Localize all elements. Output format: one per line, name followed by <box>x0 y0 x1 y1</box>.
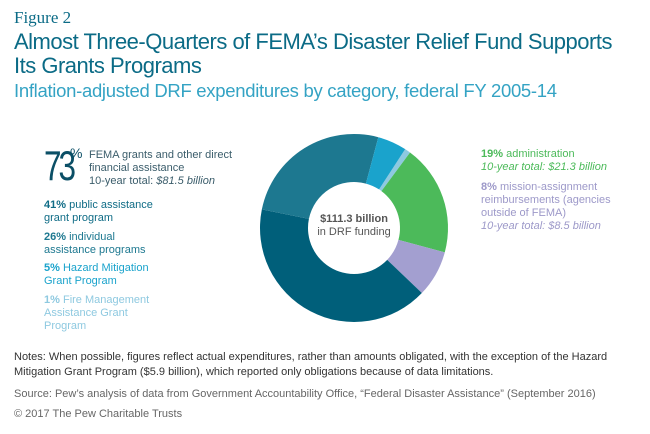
legend-pct: 19% <box>481 148 504 160</box>
group-percent-sign: % <box>70 145 83 161</box>
legend-individual-assistance: 26% individual assistance programs <box>44 231 154 257</box>
legend-pct: 8% <box>481 181 497 193</box>
legend-pct: 41% <box>44 199 67 211</box>
legend-pct: 1% <box>44 294 60 306</box>
slice-administration <box>381 152 448 253</box>
group-total-value: $81.5 billion <box>156 175 215 187</box>
center-text: in DRF funding <box>317 226 391 238</box>
copyright: © 2017 The Pew Charitable Trusts <box>14 408 183 420</box>
legend-administration: 19% administration 10-year total: $21.3 b… <box>481 148 631 174</box>
figure-label: Figure 2 <box>14 8 72 27</box>
center-label: $111.3 billion in DRF funding <box>294 213 414 239</box>
legend-pct: 5% <box>44 262 60 274</box>
source: Source: Pew’s analysis of data from Gove… <box>14 388 596 400</box>
group-percent: 73 <box>44 142 76 189</box>
group-label-text: FEMA grants and other direct financial a… <box>89 149 233 174</box>
legend-total: 10-year total: $8.5 billion <box>481 220 601 232</box>
notes: Notes: When possible, figures reflect ac… <box>14 351 608 378</box>
chart-title: Almost Three-Quarters of FEMA’s Disaster… <box>14 29 612 78</box>
slice-individual-assistance-programs <box>261 133 379 219</box>
legend-public-assistance: 41% public assistance grant program <box>44 199 154 225</box>
legend-label: Fire Management Assistance Grant Program <box>44 294 150 332</box>
legend-fire-management: 1% Fire Management Assistance Grant Prog… <box>44 294 169 333</box>
slice-public-assistance-grant-program <box>260 209 422 322</box>
slice-fire-management-assistance-grant-program <box>379 149 411 192</box>
slice-mission-assignment-reimbursements <box>387 239 445 294</box>
legend-label: individual assistance programs <box>44 231 146 256</box>
legend-label: public assistance grant program <box>44 199 153 224</box>
legend-total: 10-year total: $21.3 billion <box>481 161 607 173</box>
legend-hazard-mitigation: 5% Hazard Mitigation Grant Program <box>44 262 154 288</box>
group-total-prefix: 10-year total: <box>89 175 157 187</box>
legend-label: Hazard Mitigation Grant Program <box>44 262 149 287</box>
legend-mission-assignment: 8% mission-assignment reimbursements (ag… <box>481 181 631 233</box>
legend-label: administration <box>506 148 575 160</box>
slice-hazard-mitigation-grant-program <box>365 137 406 190</box>
group-label: FEMA grants and other direct financial a… <box>89 149 259 188</box>
legend-pct: 26% <box>44 231 67 243</box>
center-value: $111.3 billion <box>320 213 388 225</box>
legend-label: mission-assignment reimbursements (agenc… <box>481 181 611 219</box>
chart-subtitle: Inflation-adjusted DRF expenditures by c… <box>14 80 557 101</box>
